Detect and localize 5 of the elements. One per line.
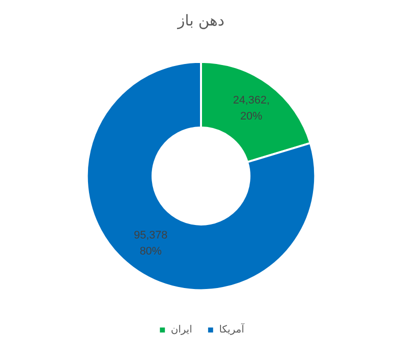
chart-title: دهن باز xyxy=(176,12,224,30)
legend-label: ایران xyxy=(170,324,192,336)
data-label: 24,362, 20% xyxy=(232,94,270,122)
legend-label: آمریکا xyxy=(219,322,246,336)
data-label: 95,378 80% xyxy=(134,230,168,258)
